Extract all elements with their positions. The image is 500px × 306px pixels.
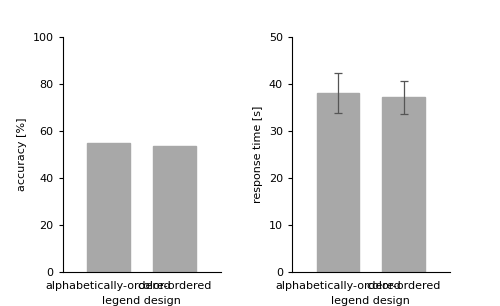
Y-axis label: accuracy [%]: accuracy [%] — [17, 118, 27, 191]
Bar — [153, 146, 196, 272]
Bar — [382, 97, 426, 272]
Bar — [87, 143, 130, 272]
Y-axis label: response time [s]: response time [s] — [253, 106, 263, 203]
X-axis label: legend design: legend design — [102, 296, 181, 306]
Bar — [316, 93, 360, 272]
X-axis label: legend design: legend design — [332, 296, 410, 306]
